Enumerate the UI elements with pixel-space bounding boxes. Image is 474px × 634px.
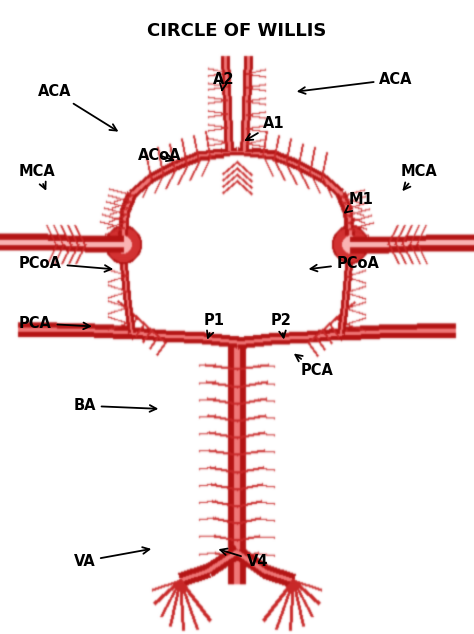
Text: ACA: ACA bbox=[38, 84, 117, 131]
Text: MCA: MCA bbox=[19, 164, 56, 189]
Text: PCoA: PCoA bbox=[19, 256, 111, 272]
Text: PCoA: PCoA bbox=[310, 256, 379, 271]
Text: P1: P1 bbox=[204, 313, 225, 338]
Text: A2: A2 bbox=[213, 72, 235, 90]
Text: MCA: MCA bbox=[401, 164, 438, 190]
Text: PCA: PCA bbox=[19, 316, 90, 331]
Text: A1: A1 bbox=[246, 116, 285, 140]
Text: BA: BA bbox=[73, 398, 156, 413]
Text: ACA: ACA bbox=[299, 72, 413, 94]
Text: ACoA: ACoA bbox=[137, 148, 181, 163]
Text: PCA: PCA bbox=[295, 354, 334, 378]
Text: P2: P2 bbox=[270, 313, 291, 338]
Text: CIRCLE OF WILLIS: CIRCLE OF WILLIS bbox=[147, 22, 327, 40]
Text: M1: M1 bbox=[345, 192, 373, 212]
Text: V4: V4 bbox=[220, 548, 268, 569]
Text: VA: VA bbox=[73, 547, 149, 569]
